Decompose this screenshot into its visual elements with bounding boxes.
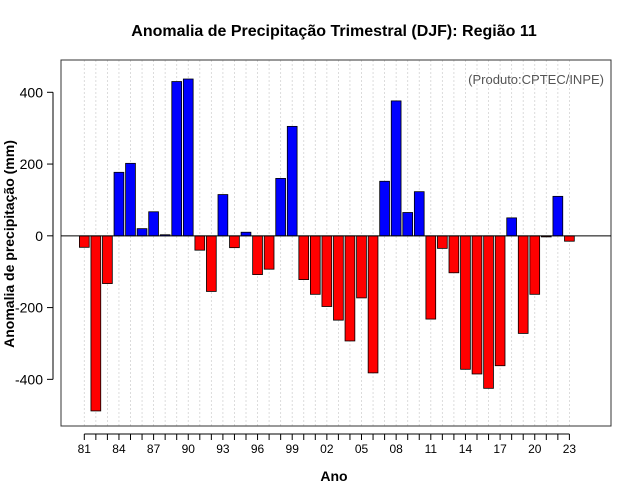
bar-85 bbox=[125, 162, 136, 237]
bar-81 bbox=[79, 235, 90, 248]
y-axis: -400 -200 0 200 400 bbox=[15, 84, 54, 387]
y-tick-label--200: -200 bbox=[15, 300, 43, 316]
bar-96 bbox=[252, 235, 263, 275]
x-tick-label-08: 08 bbox=[389, 442, 403, 456]
bar-83 bbox=[102, 235, 113, 284]
x-tick-label-20: 20 bbox=[528, 442, 542, 456]
y-tick-label--400: -400 bbox=[15, 371, 43, 387]
bar-09 bbox=[402, 212, 413, 237]
bar-99 bbox=[286, 125, 298, 237]
bar-87 bbox=[148, 211, 159, 237]
y-tick-label-400: 400 bbox=[20, 84, 44, 100]
bar-19 bbox=[517, 235, 529, 334]
bar-91 bbox=[194, 235, 206, 251]
bar-10 bbox=[413, 191, 425, 237]
bar-08 bbox=[390, 100, 402, 237]
bar-11 bbox=[425, 235, 437, 320]
bar-14 bbox=[460, 235, 471, 370]
x-tick-label-05: 05 bbox=[355, 442, 369, 456]
bar-15 bbox=[471, 235, 483, 375]
bar-00 bbox=[298, 235, 310, 281]
bar-82 bbox=[90, 235, 102, 412]
bar-92 bbox=[206, 235, 217, 292]
bar-89 bbox=[171, 81, 183, 237]
x-tick-label-02: 02 bbox=[320, 442, 334, 456]
bar-16 bbox=[483, 235, 494, 389]
bar-03 bbox=[333, 235, 344, 321]
y-tick-label-0: 0 bbox=[35, 228, 43, 244]
x-axis-title: Ano bbox=[320, 468, 347, 484]
x-tick-label-84: 84 bbox=[112, 442, 126, 456]
x-tick-label-23: 23 bbox=[563, 442, 577, 456]
bar-02 bbox=[321, 235, 333, 307]
bar-98 bbox=[275, 178, 286, 237]
bar-18 bbox=[506, 217, 517, 237]
bar-94 bbox=[229, 235, 240, 249]
bar-93 bbox=[217, 194, 229, 237]
y-tick-label-200: 200 bbox=[20, 156, 44, 172]
bar-20 bbox=[529, 235, 541, 295]
x-tick-label-90: 90 bbox=[182, 442, 196, 456]
bar-17 bbox=[494, 235, 506, 367]
bar-22 bbox=[552, 195, 564, 237]
bar-06 bbox=[367, 235, 379, 374]
x-tick-label-17: 17 bbox=[493, 442, 507, 456]
credit-label: (Produto:CPTEC/INPE) bbox=[468, 72, 604, 87]
bar-04 bbox=[344, 235, 356, 342]
bar-97 bbox=[263, 235, 275, 270]
bar-86 bbox=[136, 228, 148, 237]
y-axis-title: Anomalia de precipitação (mm) bbox=[1, 140, 17, 348]
x-tick-label-93: 93 bbox=[216, 442, 230, 456]
bars bbox=[79, 78, 575, 412]
x-tick-label-99: 99 bbox=[286, 442, 300, 456]
x-tick-label-14: 14 bbox=[459, 442, 473, 456]
bar-84 bbox=[113, 171, 125, 237]
bar-01 bbox=[309, 235, 321, 295]
x-tick-label-81: 81 bbox=[78, 442, 92, 456]
bar-05 bbox=[356, 235, 367, 299]
x-tick-label-87: 87 bbox=[147, 442, 161, 456]
bar-07 bbox=[379, 180, 390, 237]
x-tick-label-96: 96 bbox=[251, 442, 265, 456]
bar-90 bbox=[182, 78, 194, 237]
bar-95 bbox=[240, 231, 252, 237]
x-tick-label-11: 11 bbox=[425, 442, 438, 456]
bar-23 bbox=[564, 235, 575, 242]
chart-title: Anomalia de Precipitação Trimestral (DJF… bbox=[131, 23, 537, 40]
bar-13 bbox=[448, 235, 460, 274]
bar-12 bbox=[437, 235, 448, 249]
x-axis: 81 84 87 90 93 96 99 02 05 08 11 14 17 20 23 bbox=[78, 433, 577, 456]
plot-frame bbox=[60, 59, 612, 427]
